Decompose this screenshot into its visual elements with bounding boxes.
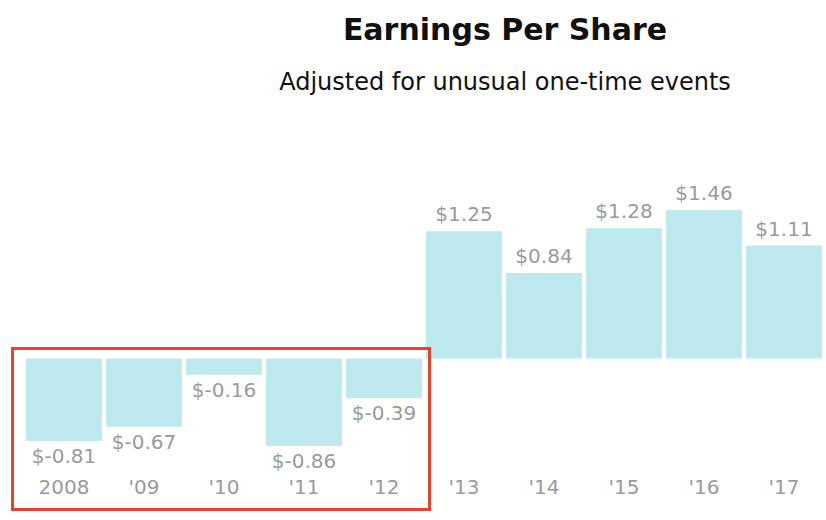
svg-text:$-0.39: $-0.39 xyxy=(352,401,416,425)
svg-text:'12: '12 xyxy=(369,475,400,499)
svg-text:'10: '10 xyxy=(209,475,240,499)
svg-text:'13: '13 xyxy=(449,475,480,499)
svg-text:2008: 2008 xyxy=(39,475,90,499)
html-text:Adjusted for unusual one-time: Adjusted for unusual one-time events xyxy=(279,68,731,96)
svg-text:'14: '14 xyxy=(529,475,560,499)
svg-text:$-0.16: $-0.16 xyxy=(192,378,256,402)
svg-text:$1.25: $1.25 xyxy=(435,202,492,226)
svg-text:$1.11: $1.11 xyxy=(755,217,812,241)
svg-text:'15: '15 xyxy=(609,475,640,499)
svg-text:$1.46: $1.46 xyxy=(675,181,732,205)
svg-text:$1.28: $1.28 xyxy=(595,199,652,223)
svg-text:$0.84: $0.84 xyxy=(515,244,572,268)
svg-text:$-0.81: $-0.81 xyxy=(32,444,96,468)
svg-text:'17: '17 xyxy=(769,475,800,499)
html-text:Earnings Per Share: Earnings Per Share xyxy=(342,12,668,47)
svg-text:'11: '11 xyxy=(289,475,320,499)
svg-text:'09: '09 xyxy=(129,475,160,499)
svg-text:'16: '16 xyxy=(689,475,720,499)
svg-text:$-0.67: $-0.67 xyxy=(112,430,176,454)
svg-text:$-0.86: $-0.86 xyxy=(272,449,336,473)
